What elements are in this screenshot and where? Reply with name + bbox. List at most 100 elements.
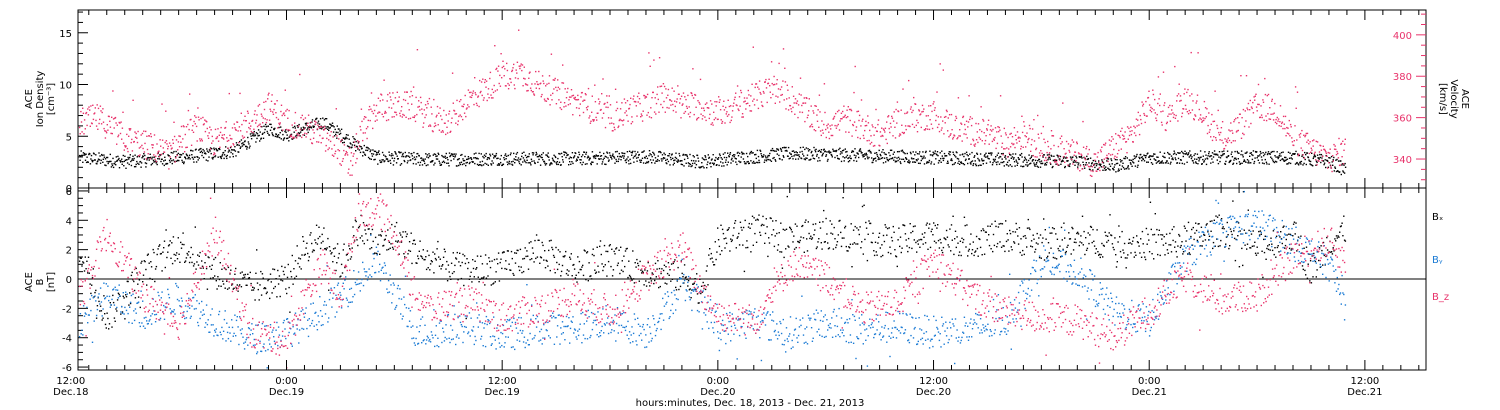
density-point (497, 163, 500, 165)
density-point (565, 156, 567, 159)
velocity-point (986, 129, 988, 131)
bx-point (209, 265, 211, 268)
bx-point (298, 266, 301, 268)
velocity-point (966, 137, 968, 139)
velocity-point (906, 112, 908, 114)
bx-point (362, 222, 365, 224)
velocity-point (613, 126, 615, 129)
velocity-point (151, 147, 154, 149)
density-point (307, 131, 309, 134)
density-point (476, 163, 479, 166)
density-point (673, 159, 675, 162)
density-point (188, 156, 190, 159)
density-point (153, 156, 156, 158)
density-point (844, 148, 846, 150)
density-point (622, 152, 624, 155)
velocity-point (870, 141, 873, 144)
density-point (595, 154, 597, 156)
velocity-point (366, 137, 368, 140)
velocity-point (969, 118, 971, 121)
velocity-point (395, 114, 398, 116)
velocity-point (1242, 108, 1245, 111)
velocity-point (81, 131, 83, 133)
bx-point (309, 234, 311, 236)
density-point (1129, 159, 1131, 161)
density-point (922, 157, 925, 159)
density-point (1248, 162, 1250, 164)
velocity-point (180, 141, 182, 143)
density-point (250, 135, 252, 137)
bx-point (425, 268, 428, 271)
density-point (208, 149, 211, 151)
velocity-point (1216, 127, 1219, 130)
density-point (717, 157, 720, 159)
velocity-point (1159, 93, 1161, 95)
density-point (1024, 158, 1027, 160)
density-point (492, 162, 494, 164)
velocity-point (1297, 154, 1299, 157)
bx-point (101, 319, 103, 321)
density-point (370, 158, 372, 160)
density-point (365, 149, 367, 151)
velocity-point (1284, 127, 1286, 130)
bx-point (363, 242, 365, 245)
velocity-point (1264, 77, 1266, 80)
velocity-point (1151, 107, 1153, 110)
density-point (98, 152, 100, 154)
density-point (901, 158, 903, 160)
density-point (796, 154, 798, 156)
density-point (724, 152, 726, 154)
density-point (1225, 160, 1227, 163)
velocity-point (718, 96, 720, 98)
velocity-point (225, 121, 227, 123)
bx-point (336, 262, 338, 264)
velocity-point (323, 125, 325, 128)
bx-point (277, 283, 280, 285)
density-point (725, 156, 728, 159)
velocity-point (1232, 132, 1234, 134)
velocity-point (1340, 143, 1342, 145)
velocity-point (1282, 115, 1285, 118)
velocity-point (223, 134, 225, 136)
velocity-point (199, 140, 202, 142)
density-point (949, 154, 951, 156)
density-point (1234, 157, 1237, 159)
velocity-point (1260, 114, 1263, 116)
velocity-point (1158, 98, 1160, 100)
velocity-point (566, 91, 568, 93)
density-point (861, 154, 864, 156)
density-point (1142, 158, 1145, 160)
bx-point (460, 277, 463, 280)
density-point (137, 162, 139, 165)
velocity-point (1059, 159, 1061, 161)
velocity-point (943, 133, 945, 135)
bx-point (470, 271, 472, 273)
density-point (1313, 154, 1316, 156)
velocity-point (497, 70, 499, 72)
velocity-point (843, 105, 845, 107)
density-point (646, 157, 649, 160)
density-point (1264, 153, 1266, 155)
density-point (910, 152, 912, 155)
density-point (1150, 155, 1152, 157)
velocity-point (174, 161, 176, 163)
velocity-point (867, 122, 870, 124)
velocity-point (705, 119, 707, 122)
velocity-point (1032, 154, 1034, 157)
velocity-point (1329, 148, 1331, 150)
velocity-point (1219, 139, 1221, 141)
velocity-point (692, 97, 695, 99)
velocity-point (887, 115, 890, 117)
velocity-point (351, 174, 353, 176)
velocity-point (342, 158, 344, 160)
velocity-point (229, 134, 231, 137)
velocity-point (819, 111, 821, 113)
density-point (292, 126, 294, 129)
bx-point (468, 278, 471, 280)
velocity-point (992, 128, 994, 131)
velocity-point (942, 69, 944, 71)
velocity-point (754, 86, 756, 89)
velocity-point (139, 154, 141, 156)
velocity-point (239, 130, 242, 132)
density-point (441, 161, 444, 163)
